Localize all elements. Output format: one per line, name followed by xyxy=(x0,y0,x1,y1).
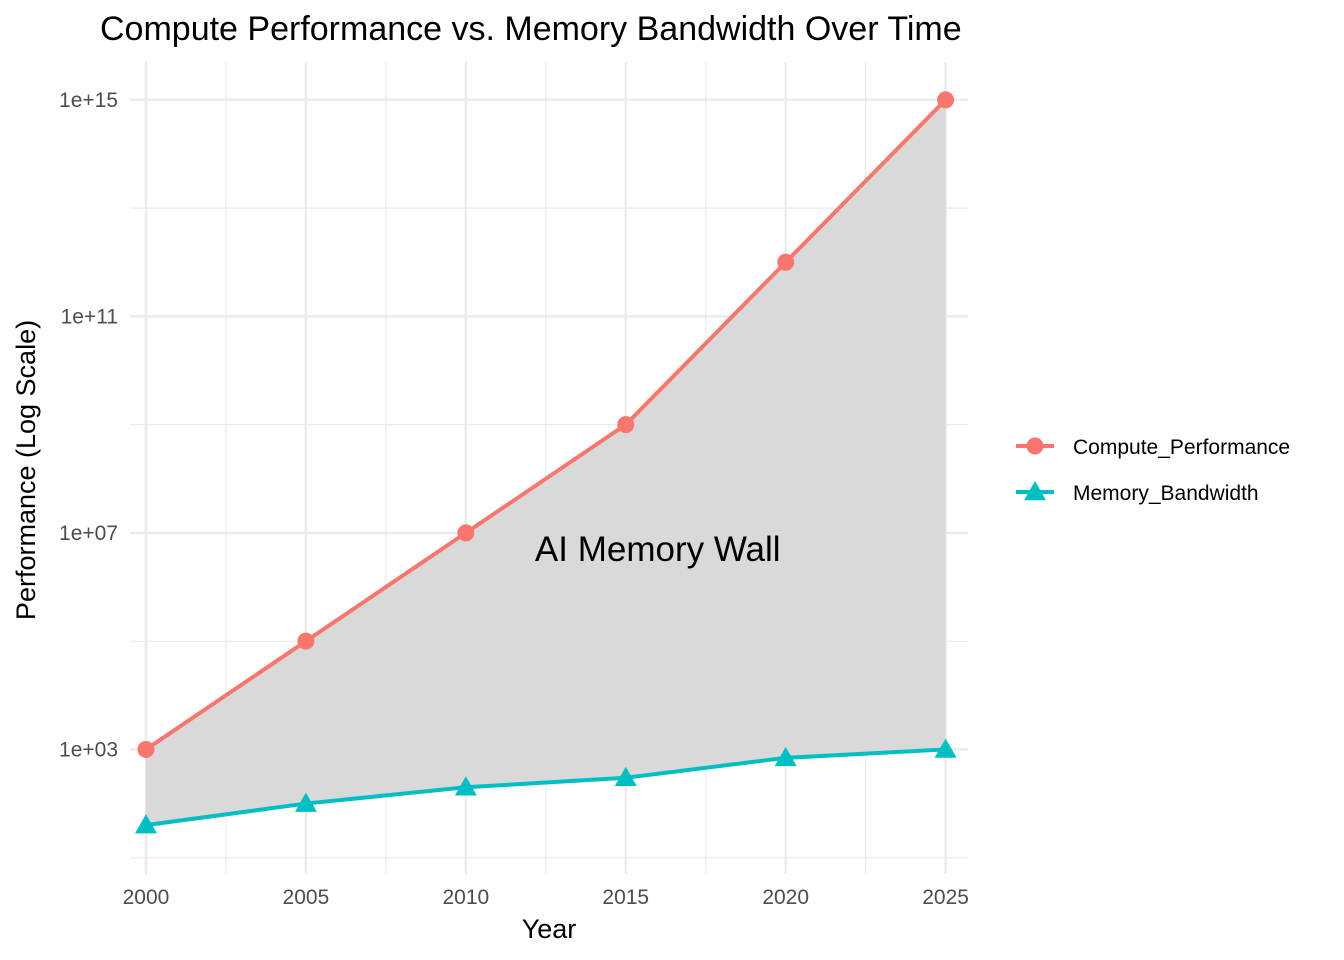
ribbon-layer xyxy=(145,99,946,826)
point-Compute_Performance xyxy=(937,91,955,109)
point-Memory_Bandwidth xyxy=(294,792,317,812)
y-tick-label: 1e+11 xyxy=(61,305,118,328)
point-Memory_Bandwidth xyxy=(614,766,637,786)
legend: Compute_Performance Memory_Bandwidth xyxy=(1016,436,1290,505)
point-Compute_Performance xyxy=(457,524,475,542)
series-line-Memory_Bandwidth xyxy=(145,747,946,828)
point-Compute_Performance xyxy=(137,740,155,758)
legend-key-marker xyxy=(1026,437,1044,455)
x-tick-label: 2025 xyxy=(922,886,969,909)
y-tick-label: 1e+07 xyxy=(59,522,118,545)
x-tick-label: 2020 xyxy=(762,886,809,909)
chart-title: Compute Performance vs. Memory Bandwidth… xyxy=(100,10,962,48)
point-Memory_Bandwidth xyxy=(134,814,157,834)
x-tick-label: 2000 xyxy=(123,886,170,909)
x-tick-label: 2015 xyxy=(602,886,649,909)
point-Memory_Bandwidth xyxy=(934,738,957,758)
series-layer xyxy=(134,91,957,834)
x-tick-label: 2005 xyxy=(283,886,330,909)
point-Compute_Performance xyxy=(777,253,795,271)
point-Memory_Bandwidth xyxy=(454,776,477,796)
y-tick-label: 1e+03 xyxy=(59,738,118,761)
y-axis-title: Performance (Log Scale) xyxy=(11,320,41,620)
annotation-label: AI Memory Wall xyxy=(535,530,781,569)
x-tick-label: 2010 xyxy=(442,886,489,909)
point-Compute_Performance xyxy=(617,416,635,434)
x-axis-title: Year xyxy=(522,914,577,944)
annotations: AI Memory Wall xyxy=(535,530,781,569)
legend-label: Memory_Bandwidth xyxy=(1073,482,1259,505)
x-axis: 2000 2005 2010 2015 2020 2025 xyxy=(123,886,969,909)
legend-label: Compute_Performance xyxy=(1073,436,1290,459)
memory-wall-ribbon xyxy=(145,99,946,826)
point-Compute_Performance xyxy=(297,632,315,650)
point-Memory_Bandwidth xyxy=(774,746,797,767)
y-axis: 1e+03 1e+07 1e+11 1e+15 xyxy=(59,89,118,762)
y-tick-label: 1e+15 xyxy=(59,89,118,112)
legend-key-marker xyxy=(1024,481,1046,501)
series-line-Compute_Performance xyxy=(144,98,948,752)
